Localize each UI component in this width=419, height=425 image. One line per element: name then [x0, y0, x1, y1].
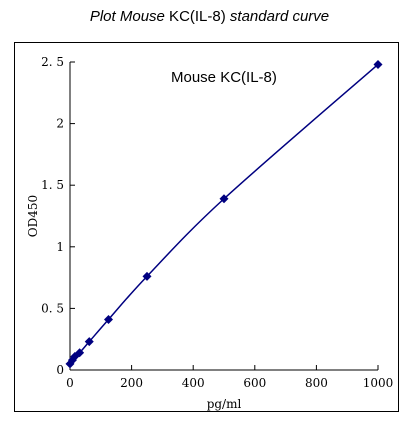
chart-annotation: Mouse KC(IL-8) — [171, 69, 277, 86]
y-tick-label: 0. 5 — [41, 301, 64, 315]
x-ticks: 0 200 400 600 800 1000 — [66, 365, 393, 390]
data-point — [84, 337, 94, 347]
chart-title: Plot Mouse KC(IL-8) standard curve — [0, 8, 419, 25]
y-tick-label: 2. 5 — [41, 55, 64, 69]
chart-frame — [14, 42, 399, 412]
title-part-2: KC(IL-8) — [164, 8, 230, 25]
y-tick-label: 0 — [56, 363, 64, 377]
data-points — [65, 59, 383, 369]
data-point — [373, 59, 383, 69]
x-tick-label: 400 — [182, 376, 205, 390]
y-ticks: 0 0. 5 1 1. 5 2 2. 5 — [41, 55, 75, 377]
x-tick-label: 0 — [66, 376, 74, 390]
y-tick-label: 1 — [56, 240, 64, 254]
y-tick-label: 1. 5 — [41, 178, 64, 192]
x-axis-title: pg/ml — [207, 397, 242, 411]
title-part-3: standard curve — [229, 8, 330, 25]
x-tick-label: 600 — [243, 376, 266, 390]
x-tick-label: 800 — [305, 376, 328, 390]
data-point — [219, 194, 229, 204]
x-tick-label: 200 — [120, 376, 143, 390]
axes — [69, 62, 378, 371]
data-point — [104, 314, 113, 324]
fit-curve — [69, 63, 379, 365]
data-point — [75, 348, 85, 358]
x-tick-label: 1000 — [363, 376, 394, 390]
title-part-1: Plot Mouse — [89, 8, 165, 25]
data-point — [142, 271, 152, 281]
y-axis-title: OD450 — [26, 195, 40, 237]
y-tick-label: 2 — [56, 117, 64, 131]
